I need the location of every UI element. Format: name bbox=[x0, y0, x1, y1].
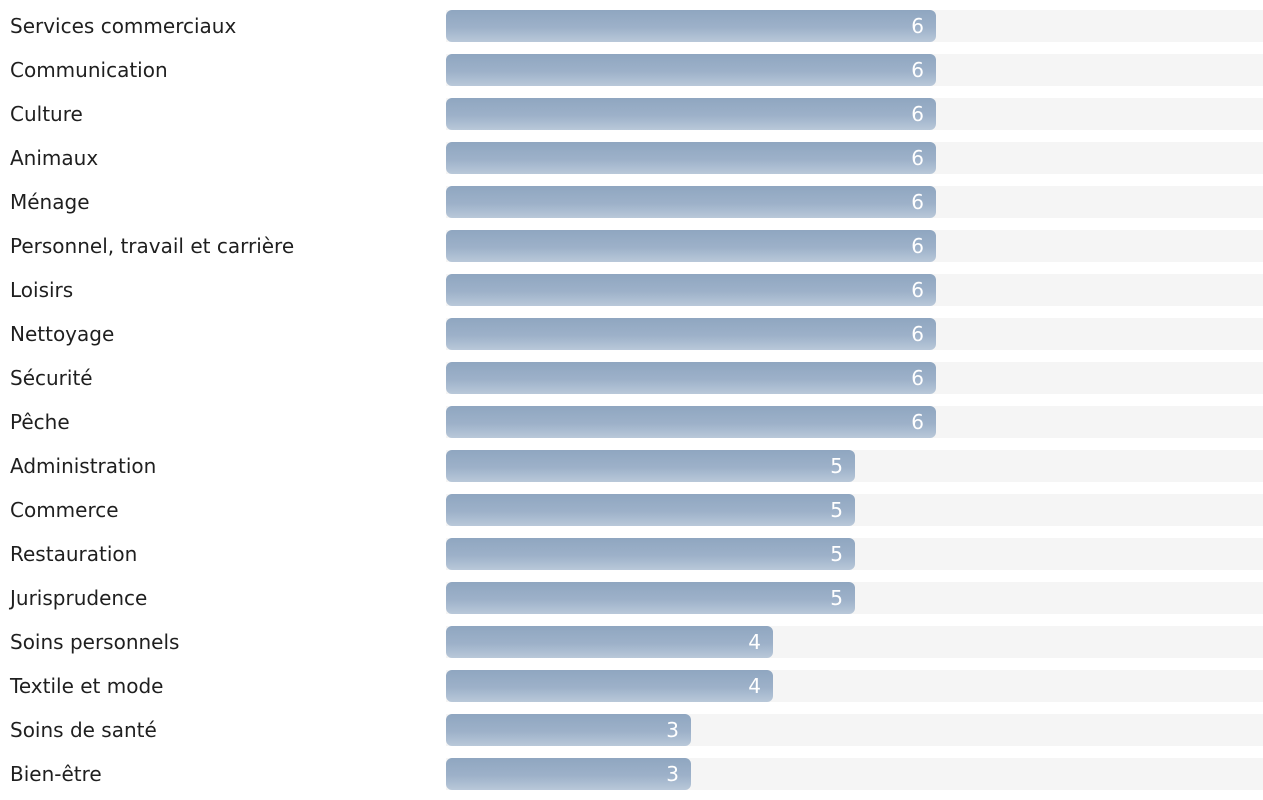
category-label: Culture bbox=[10, 102, 83, 126]
category-label: Ménage bbox=[10, 190, 90, 214]
category-label: Commerce bbox=[10, 498, 119, 522]
bar-row: Personnel, travail et carrière 6 bbox=[0, 228, 1263, 272]
category-label: Jurisprudence bbox=[10, 586, 148, 610]
bar-track: 6 bbox=[446, 274, 1263, 306]
bar-value-label: 6 bbox=[911, 14, 924, 38]
bar-value-label: 6 bbox=[911, 58, 924, 82]
bar-track: 3 bbox=[446, 714, 1263, 746]
bar-value-label: 6 bbox=[911, 322, 924, 346]
bar: 5 bbox=[446, 582, 855, 614]
bar-row: Commerce 5 bbox=[0, 492, 1263, 536]
bar-row: Soins personnels 4 bbox=[0, 624, 1263, 668]
category-label: Personnel, travail et carrière bbox=[10, 234, 295, 258]
bar-track: 6 bbox=[446, 10, 1263, 42]
bar-row: Restauration 5 bbox=[0, 536, 1263, 580]
bar-row: Sécurité 6 bbox=[0, 360, 1263, 404]
bar-value-label: 5 bbox=[830, 498, 843, 522]
bar-value-label: 4 bbox=[748, 630, 761, 654]
bar-track: 6 bbox=[446, 362, 1263, 394]
bar: 6 bbox=[446, 362, 936, 394]
bar: 5 bbox=[446, 494, 855, 526]
bar: 6 bbox=[446, 142, 936, 174]
bar: 6 bbox=[446, 318, 936, 350]
bar: 6 bbox=[446, 274, 936, 306]
category-label: Soins personnels bbox=[10, 630, 180, 654]
category-label: Loisirs bbox=[10, 278, 74, 302]
bar-value-label: 6 bbox=[911, 102, 924, 126]
bar-value-label: 5 bbox=[830, 586, 843, 610]
category-label: Textile et mode bbox=[10, 674, 164, 698]
bar-track: 5 bbox=[446, 494, 1263, 526]
category-label: Administration bbox=[10, 454, 157, 478]
bar-track: 5 bbox=[446, 538, 1263, 570]
category-label: Services commerciaux bbox=[10, 14, 237, 38]
bar: 3 bbox=[446, 714, 691, 746]
category-label: Pêche bbox=[10, 410, 70, 434]
bar-row: Jurisprudence 5 bbox=[0, 580, 1263, 624]
bar-track: 6 bbox=[446, 186, 1263, 218]
bar-row: Ménage 6 bbox=[0, 184, 1263, 228]
bar-value-label: 3 bbox=[666, 762, 679, 786]
bar: 6 bbox=[446, 98, 936, 130]
bar-row: Services commerciaux 6 bbox=[0, 8, 1263, 52]
category-label: Sécurité bbox=[10, 366, 93, 390]
bar-row: Nettoyage 6 bbox=[0, 316, 1263, 360]
bar-track: 6 bbox=[446, 54, 1263, 86]
bar-value-label: 5 bbox=[830, 542, 843, 566]
bar-row: Soins de santé 3 bbox=[0, 712, 1263, 756]
bar-row: Pêche 6 bbox=[0, 404, 1263, 448]
category-label: Restauration bbox=[10, 542, 138, 566]
bar-track: 6 bbox=[446, 142, 1263, 174]
bar-row: Textile et mode 4 bbox=[0, 668, 1263, 712]
bar: 4 bbox=[446, 626, 773, 658]
bar: 6 bbox=[446, 406, 936, 438]
bar-row: Communication 6 bbox=[0, 52, 1263, 96]
category-label: Bien-être bbox=[10, 762, 102, 786]
bar-value-label: 6 bbox=[911, 234, 924, 258]
bar: 5 bbox=[446, 450, 855, 482]
bar-track: 6 bbox=[446, 406, 1263, 438]
bar-track: 5 bbox=[446, 582, 1263, 614]
category-label: Animaux bbox=[10, 146, 99, 170]
bar: 6 bbox=[446, 10, 936, 42]
bar-value-label: 6 bbox=[911, 366, 924, 390]
bar-row: Administration 5 bbox=[0, 448, 1263, 492]
bar-track: 3 bbox=[446, 758, 1263, 790]
bar-row: Animaux 6 bbox=[0, 140, 1263, 184]
bar: 6 bbox=[446, 230, 936, 262]
bar-track: 4 bbox=[446, 670, 1263, 702]
bar-track: 6 bbox=[446, 230, 1263, 262]
bar-value-label: 3 bbox=[666, 718, 679, 742]
bar-value-label: 6 bbox=[911, 410, 924, 434]
bar-row: Culture 6 bbox=[0, 96, 1263, 140]
category-label: Nettoyage bbox=[10, 322, 115, 346]
bar-value-label: 6 bbox=[911, 278, 924, 302]
category-label: Communication bbox=[10, 58, 168, 82]
bar-row: Loisirs 6 bbox=[0, 272, 1263, 316]
bar: 4 bbox=[446, 670, 773, 702]
bar: 3 bbox=[446, 758, 691, 790]
bar-track: 4 bbox=[446, 626, 1263, 658]
category-label: Soins de santé bbox=[10, 718, 157, 742]
bar: 5 bbox=[446, 538, 855, 570]
bar-track: 5 bbox=[446, 450, 1263, 482]
bar-row: Bien-être 3 bbox=[0, 756, 1263, 800]
bar-track: 6 bbox=[446, 318, 1263, 350]
bar-value-label: 6 bbox=[911, 190, 924, 214]
bar-value-label: 4 bbox=[748, 674, 761, 698]
bar-value-label: 6 bbox=[911, 146, 924, 170]
bar-value-label: 5 bbox=[830, 454, 843, 478]
bar-track: 6 bbox=[446, 98, 1263, 130]
bar: 6 bbox=[446, 54, 936, 86]
bar: 6 bbox=[446, 186, 936, 218]
